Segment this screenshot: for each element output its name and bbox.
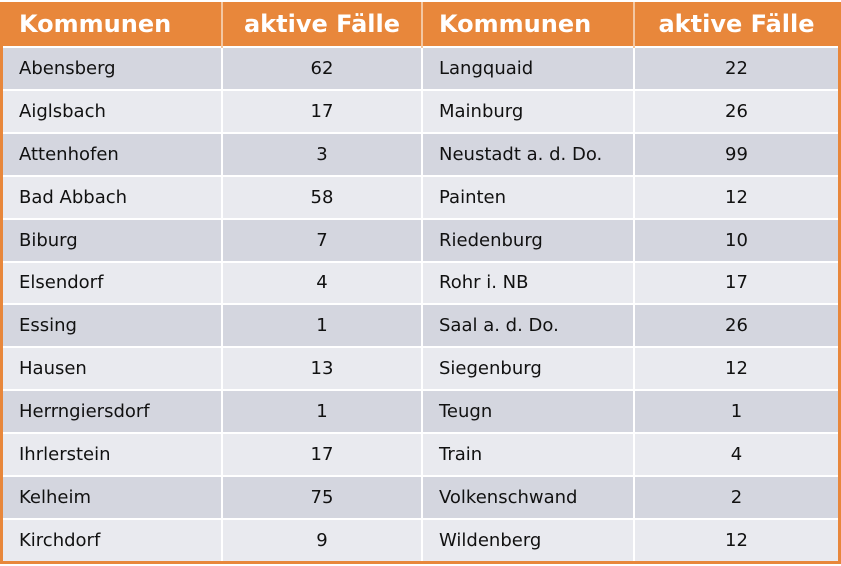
kommune-cell: Train [421,432,635,478]
kommune-cell: Saal a. d. Do. [421,303,635,349]
table-row: Attenhofen 3 Neustadt a. d. Do. 99 [3,131,838,177]
kommune-cell: Attenhofen [3,131,223,177]
kommune-cell: Wildenberg [421,517,635,561]
kommune-cell: Siegenburg [421,346,635,392]
header-aktive-faelle-1: aktive Fälle [222,2,423,47]
table-row: Biburg 7 Riedenburg 10 [3,217,838,263]
cases-cell: 2 [633,475,838,520]
cases-cell: 3 [221,131,423,177]
cases-cell: 13 [221,346,423,392]
cases-cell: 17 [633,260,838,306]
kommune-cell: Abensberg [3,46,223,91]
cases-cell: 62 [221,46,423,91]
cases-cell: 12 [633,174,838,220]
table-row: Ihrlerstein 17 Train 4 [3,432,838,478]
header-row: Kommunen aktive Fälle Kommunen aktive Fä… [3,2,838,47]
kommune-cell: Riedenburg [421,217,635,263]
kommune-cell: Neustadt a. d. Do. [421,131,635,177]
kommune-cell: Bad Abbach [3,174,223,220]
kommune-cell: Biburg [3,217,223,263]
cases-cell: 99 [633,131,838,177]
header-kommunen-2: Kommunen [422,2,635,47]
cases-cell: 10 [633,217,838,263]
table-row: Kirchdorf 9 Wildenberg 12 [3,517,838,561]
kommune-cell: Mainburg [421,88,635,134]
table-row: Abensberg 62 Langquaid 22 [3,46,838,91]
table-row: Bad Abbach 58 Painten 12 [3,174,838,220]
cases-cell: 75 [221,475,423,520]
kommune-cell: Kirchdorf [3,517,223,561]
kommune-cell: Ihrlerstein [3,432,223,478]
cases-cell: 26 [633,303,838,349]
cases-cell: 22 [633,46,838,91]
cases-cell: 58 [221,174,423,220]
cases-cell: 17 [221,432,423,478]
table-row: Aiglsbach 17 Mainburg 26 [3,88,838,134]
cases-cell: 1 [221,303,423,349]
cases-cell: 7 [221,217,423,263]
cases-cell: 1 [221,389,423,435]
table-row: Essing 1 Saal a. d. Do. 26 [3,303,838,349]
kommune-cell: Essing [3,303,223,349]
table-row: Herrngiersdorf 1 Teugn 1 [3,389,838,435]
cases-cell: 4 [633,432,838,478]
kommune-cell: Langquaid [421,46,635,91]
cases-cell: 1 [633,389,838,435]
kommune-cell: Aiglsbach [3,88,223,134]
table-row: Kelheim 75 Volkenschwand 2 [3,475,838,520]
header-aktive-faelle-2: aktive Fälle [634,2,838,47]
cases-cell: 17 [221,88,423,134]
cases-cell: 26 [633,88,838,134]
kommune-cell: Teugn [421,389,635,435]
cases-cell: 9 [221,517,423,561]
kommune-cell: Rohr i. NB [421,260,635,306]
cases-cell: 12 [633,517,838,561]
kommune-cell: Painten [421,174,635,220]
kommune-cell: Volkenschwand [421,475,635,520]
table-row: Hausen 13 Siegenburg 12 [3,346,838,392]
cases-cell: 4 [221,260,423,306]
kommune-cell: Kelheim [3,475,223,520]
kommune-cell: Elsendorf [3,260,223,306]
kommune-cell: Hausen [3,346,223,392]
kommune-cell: Herrngiersdorf [3,389,223,435]
header-kommunen-1: Kommunen [3,2,223,47]
cases-cell: 12 [633,346,838,392]
table-row: Elsendorf 4 Rohr i. NB 17 [3,260,838,306]
